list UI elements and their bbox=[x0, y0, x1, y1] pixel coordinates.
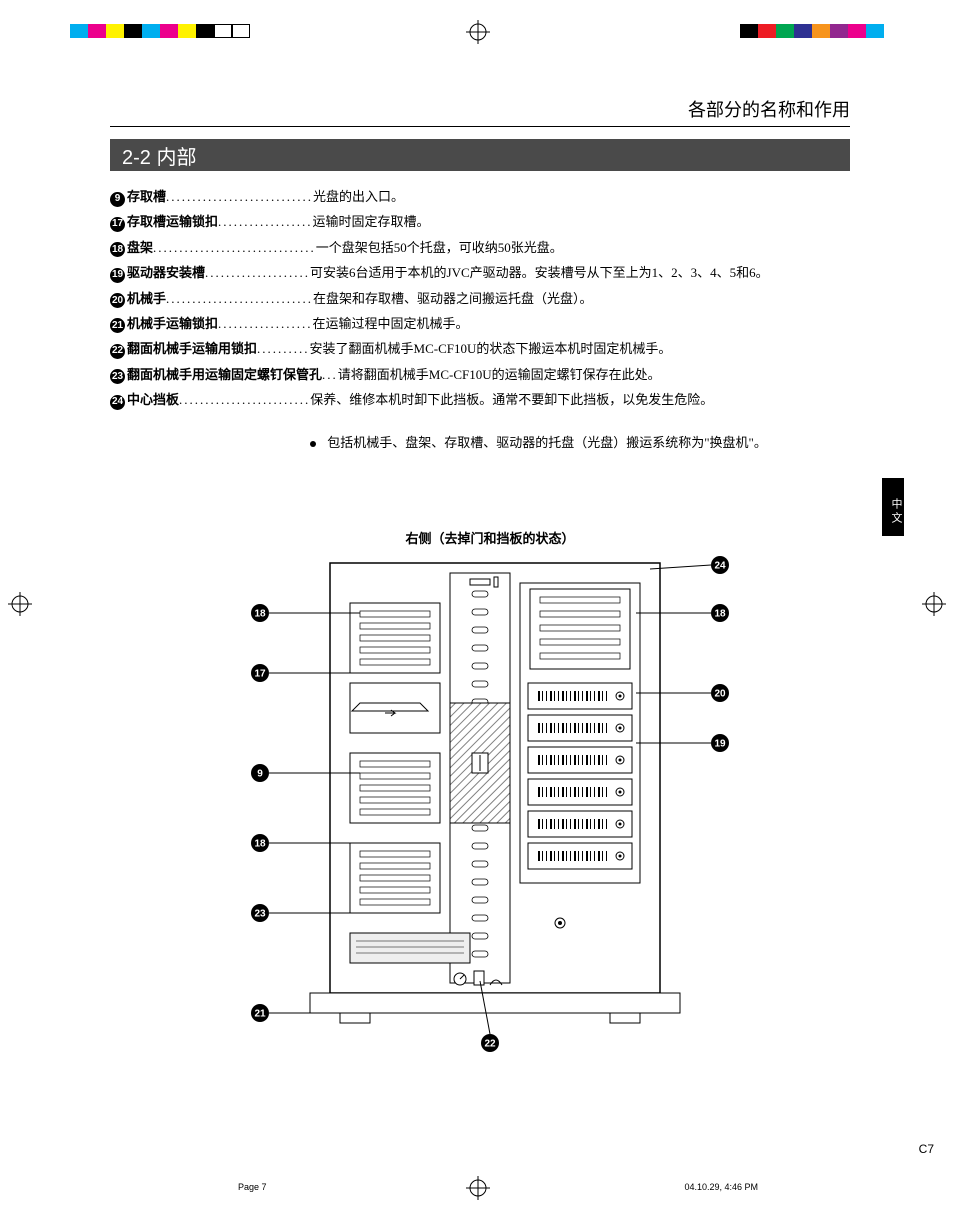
header-section-title: 各部分的名称和作用 bbox=[688, 96, 850, 122]
svg-text:22: 22 bbox=[484, 1039, 496, 1050]
footer-left: Page 7 bbox=[238, 1182, 267, 1192]
svg-text:19: 19 bbox=[714, 739, 726, 750]
definition-row: 23翻面机械手用运输固定螺钉保管孔... 请将翻面机械手MC-CF10U的运输固… bbox=[110, 363, 850, 386]
definition-row: 22翻面机械手运输用锁扣.......... 安装了翻面机械手MC-CF10U的… bbox=[110, 337, 850, 360]
leader-dots: .................... bbox=[205, 261, 310, 284]
svg-text:24: 24 bbox=[714, 561, 726, 572]
figure-area: 右侧（去掉门和挡板的状态） 18 17 9 18 23 21 24 18 20 19 22 bbox=[240, 528, 740, 1073]
registration-mark-top bbox=[466, 20, 490, 44]
leader-dots: ............................... bbox=[153, 236, 316, 259]
definition-term: 盘架 bbox=[127, 236, 153, 259]
definition-term: 翻面机械手用运输固定螺钉保管孔 bbox=[127, 363, 322, 386]
definition-desc: 运输时固定存取槽。 bbox=[313, 210, 430, 233]
definition-term: 驱动器安装槽 bbox=[127, 261, 205, 284]
section-band: 2-2 内部 bbox=[110, 139, 850, 171]
definition-number-icon: 23 bbox=[110, 369, 125, 384]
bullet-icon bbox=[310, 441, 316, 447]
device-diagram: 18 17 9 18 23 21 24 18 20 19 22 bbox=[240, 553, 740, 1073]
svg-text:18: 18 bbox=[254, 609, 266, 620]
svg-text:23: 23 bbox=[254, 909, 266, 920]
definition-number-icon: 22 bbox=[110, 344, 125, 359]
section-band-title: 2-2 内部 bbox=[122, 141, 196, 170]
page-number: C7 bbox=[919, 1142, 934, 1156]
note-row: 包括机械手、盘架、存取槽、驱动器的托盘（光盘）搬运系统称为"换盘机"。 bbox=[110, 432, 850, 451]
definition-term: 机械手运输锁扣 bbox=[127, 312, 218, 335]
note-text: 包括机械手、盘架、存取槽、驱动器的托盘（光盘）搬运系统称为"换盘机"。 bbox=[327, 435, 767, 450]
header-rule: 各部分的名称和作用 bbox=[110, 90, 850, 127]
definition-row: 24中心挡板......................... 保养、维修本机时… bbox=[110, 388, 850, 411]
svg-text:17: 17 bbox=[254, 669, 266, 680]
definition-row: 17存取槽运输锁扣.................. 运输时固定存取槽。 bbox=[110, 210, 850, 233]
definition-desc: 请将翻面机械手MC-CF10U的运输固定螺钉保存在此处。 bbox=[338, 363, 661, 386]
definition-term: 翻面机械手运输用锁扣 bbox=[127, 337, 257, 360]
svg-text:18: 18 bbox=[254, 839, 266, 850]
figure-caption: 右侧（去掉门和挡板的状态） bbox=[240, 528, 740, 547]
definition-number-icon: 9 bbox=[110, 192, 125, 207]
definition-number-icon: 21 bbox=[110, 318, 125, 333]
definitions-list: 9存取槽............................ 光盘的出入口。… bbox=[110, 185, 850, 412]
leader-dots: .......... bbox=[257, 337, 310, 360]
svg-text:9: 9 bbox=[257, 769, 263, 780]
registration-mark-right bbox=[922, 592, 946, 616]
definition-number-icon: 19 bbox=[110, 268, 125, 283]
definition-desc: 保养、维修本机时卸下此挡板。通常不要卸下此挡板，以免发生危险。 bbox=[310, 388, 713, 411]
definition-desc: 一个盘架包括50个托盘，可收纳50张光盘。 bbox=[316, 236, 563, 259]
svg-text:20: 20 bbox=[714, 689, 726, 700]
svg-text:18: 18 bbox=[714, 609, 726, 620]
definition-number-icon: 18 bbox=[110, 242, 125, 257]
leader-dots: ... bbox=[322, 363, 338, 386]
svg-text:21: 21 bbox=[254, 1009, 266, 1020]
definition-row: 9存取槽............................ 光盘的出入口。 bbox=[110, 185, 850, 208]
leader-dots: ............................ bbox=[166, 287, 313, 310]
definition-term: 存取槽运输锁扣 bbox=[127, 210, 218, 233]
printer-swatches-left bbox=[70, 24, 250, 38]
definition-number-icon: 24 bbox=[110, 395, 125, 410]
leader-dots: ............................ bbox=[166, 185, 313, 208]
footer-line: Page 7 04.10.29, 4:46 PM bbox=[238, 1182, 758, 1192]
definition-desc: 在盘架和存取槽、驱动器之间搬运托盘（光盘）。 bbox=[313, 287, 593, 310]
footer-right: 04.10.29, 4:46 PM bbox=[684, 1182, 758, 1192]
page-content: 各部分的名称和作用 2-2 内部 9存取槽...................… bbox=[110, 90, 850, 451]
definition-term: 存取槽 bbox=[127, 185, 166, 208]
leader-dots: .................. bbox=[218, 312, 313, 335]
definition-desc: 在运输过程中固定机械手。 bbox=[313, 312, 469, 335]
definition-desc: 安装了翻面机械手MC-CF10U的状态下搬运本机时固定机械手。 bbox=[310, 337, 672, 360]
printer-swatches-right bbox=[740, 24, 884, 38]
definition-row: 18盘架............................... 一个盘架… bbox=[110, 236, 850, 259]
leader-dots: .................. bbox=[218, 210, 313, 233]
definition-number-icon: 20 bbox=[110, 293, 125, 308]
language-side-tab: 中 文 bbox=[882, 478, 904, 536]
registration-mark-left bbox=[8, 592, 32, 616]
definition-row: 20机械手............................ 在盘架和存取… bbox=[110, 287, 850, 310]
definition-row: 19驱动器安装槽.................... 可安装6台适用于本机的… bbox=[110, 261, 850, 284]
definition-number-icon: 17 bbox=[110, 217, 125, 232]
definition-row: 21机械手运输锁扣.................. 在运输过程中固定机械手。 bbox=[110, 312, 850, 335]
definition-term: 中心挡板 bbox=[127, 388, 179, 411]
definition-term: 机械手 bbox=[127, 287, 166, 310]
definition-desc: 可安装6台适用于本机的JVC产驱动器。安装槽号从下至上为1、2、3、4、5和6。 bbox=[310, 261, 769, 284]
definition-desc: 光盘的出入口。 bbox=[313, 185, 404, 208]
leader-dots: ......................... bbox=[179, 388, 310, 411]
